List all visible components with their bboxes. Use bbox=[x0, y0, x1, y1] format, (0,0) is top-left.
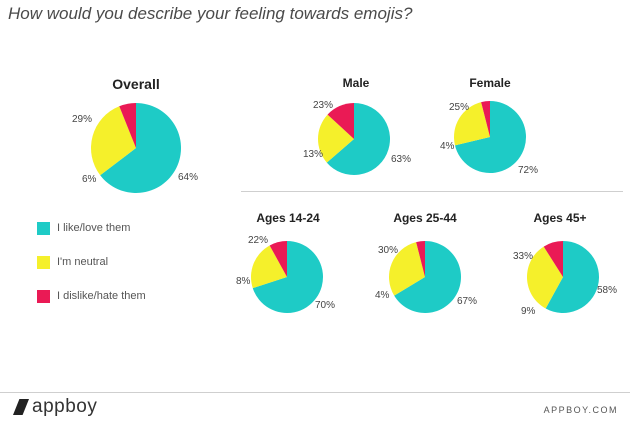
pie-slice-ages-25-44-dislike bbox=[416, 241, 425, 277]
legend-swatch-dislike bbox=[37, 290, 50, 303]
pie-slice-ages-25-44-like bbox=[394, 241, 461, 313]
legend-swatch-like bbox=[37, 222, 50, 235]
pct-female-like: 72% bbox=[518, 165, 539, 176]
pie-slice-overall-neutral bbox=[90, 106, 136, 176]
legend-label-like: I like/love them bbox=[57, 222, 131, 234]
pie-slice-ages-14-24-dislike bbox=[269, 241, 287, 277]
pie-title-male: Male bbox=[342, 76, 370, 90]
pct-45-plus-like: 58% bbox=[597, 285, 618, 296]
pct-45-plus-neutral: 33% bbox=[513, 251, 534, 262]
pct-female-dislike: 4% bbox=[440, 141, 455, 152]
pct-male-neutral: 23% bbox=[313, 100, 334, 111]
pct-male-dislike: 13% bbox=[303, 149, 324, 160]
legend-label-dislike: I dislike/hate them bbox=[57, 290, 146, 302]
pie-slice-male-dislike bbox=[327, 103, 354, 139]
pie-slice-ages-45-plus-like bbox=[545, 241, 599, 313]
pct-25-44-like: 67% bbox=[457, 296, 478, 307]
pie-slice-female-like bbox=[454, 101, 527, 173]
footer-site: APPBOY.COM bbox=[543, 405, 618, 415]
pie-slice-ages-45-plus-neutral bbox=[526, 246, 563, 309]
pie-slice-ages-14-24-neutral bbox=[250, 245, 287, 289]
chart-title: How would you describe your feeling towa… bbox=[8, 4, 413, 23]
pie-title-ages-14-24: Ages 14-24 bbox=[256, 211, 320, 225]
pie-title-overall: Overall bbox=[112, 76, 160, 92]
pie-slice-overall-like bbox=[100, 103, 182, 193]
pie-slice-male-neutral bbox=[317, 114, 354, 163]
pie-title-ages-45-plus: Ages 45+ bbox=[533, 211, 587, 225]
pie-title-ages-25-44: Ages 25-44 bbox=[393, 211, 457, 225]
pct-overall-like: 64% bbox=[178, 172, 199, 183]
pct-overall-dislike: 6% bbox=[82, 174, 97, 185]
pct-female-neutral: 25% bbox=[449, 102, 470, 113]
pct-14-24-dislike: 8% bbox=[236, 276, 251, 287]
legend-label-neutral: I'm neutral bbox=[57, 256, 109, 268]
pie-slice-ages-14-24-like bbox=[252, 241, 323, 314]
pie-slice-male-like bbox=[326, 103, 391, 175]
pie-slice-ages-25-44-neutral bbox=[388, 242, 425, 296]
pct-14-24-neutral: 22% bbox=[248, 235, 269, 246]
pie-slice-ages-45-plus-dislike bbox=[543, 241, 563, 277]
footer-divider bbox=[0, 392, 630, 393]
pct-25-44-dislike: 4% bbox=[375, 290, 390, 301]
pie-slice-female-dislike bbox=[481, 101, 490, 137]
pct-25-44-neutral: 30% bbox=[378, 245, 399, 256]
pct-male-like: 63% bbox=[391, 154, 412, 165]
pct-overall-neutral: 29% bbox=[72, 114, 93, 125]
footer-brand: appboy bbox=[32, 396, 98, 417]
pie-title-female: Female bbox=[469, 76, 511, 90]
legend-swatch-neutral bbox=[37, 256, 50, 269]
pie-slice-female-neutral bbox=[454, 102, 490, 146]
pct-45-plus-dislike: 9% bbox=[521, 306, 536, 317]
pct-14-24-like: 70% bbox=[315, 300, 336, 311]
pie-slice-overall-dislike bbox=[119, 103, 136, 148]
section-divider bbox=[241, 191, 623, 192]
